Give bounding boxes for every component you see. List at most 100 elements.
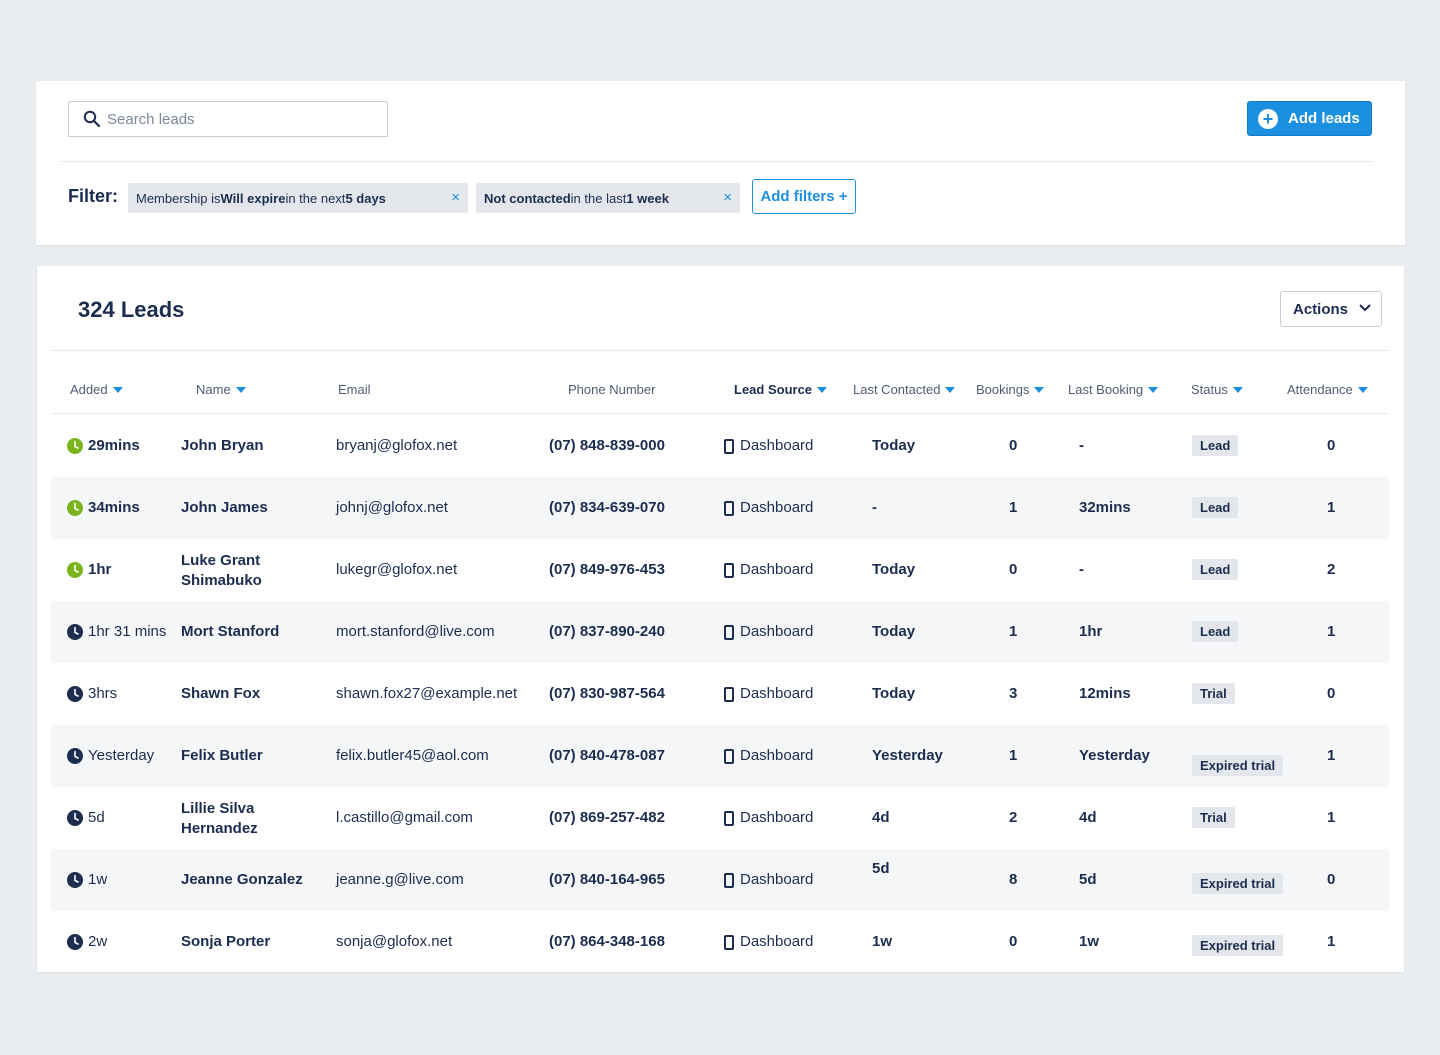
column-added[interactable]: Added (70, 382, 123, 397)
column-attendance[interactable]: Attendance (1287, 382, 1368, 397)
phone-cell: (07) 840-164-965 (549, 871, 665, 888)
remove-filter-icon[interactable]: × (451, 189, 460, 206)
column-lead-source[interactable]: Lead Source (734, 382, 828, 397)
sort-caret-icon (1357, 386, 1368, 393)
remove-filter-icon[interactable]: × (723, 189, 732, 206)
email-cell[interactable]: jeanne.g@live.com (336, 871, 464, 888)
table-row[interactable]: Yesterday Felix Butler felix.butler45@aol.… (51, 725, 1389, 787)
lead-name[interactable]: Jeanne Gonzalez (181, 871, 303, 888)
last-booking-cell: - (1079, 437, 1084, 454)
table-row[interactable]: 34mins John James johnj@glofox.net (07) 834… (51, 477, 1389, 539)
search-input[interactable] (107, 110, 367, 128)
added-cell: 5d (88, 809, 105, 826)
last-contacted-cell: - (872, 499, 877, 516)
email-cell[interactable]: sonja@glofox.net (336, 933, 453, 950)
phone-cell: (07) 864-348-168 (549, 933, 665, 950)
column-status[interactable]: Status (1191, 382, 1243, 397)
search-box[interactable] (68, 101, 388, 137)
email-cell[interactable]: lukegr@glofox.net (336, 561, 458, 578)
status-badge: Trial (1192, 683, 1235, 704)
added-cell: 29mins (88, 437, 140, 454)
column-last-booking[interactable]: Last Booking (1068, 382, 1159, 397)
lead-name[interactable]: John Bryan (181, 437, 264, 454)
email-cell[interactable]: l.castillo@gmail.com (336, 809, 473, 826)
actions-dropdown[interactable]: Actions (1280, 291, 1382, 327)
table-row[interactable]: 3hrs Shawn Fox shawn.fox27@example.net (07)… (51, 663, 1389, 725)
lead-source-cell: Dashboard (740, 747, 814, 764)
lead-name[interactable]: Mort Stanford (181, 623, 280, 640)
column-label: Lead Source (734, 382, 813, 397)
last-contacted-cell: Today (872, 623, 916, 640)
lead-name[interactable]: John James (181, 499, 268, 516)
phone-cell: (07) 837-890-240 (549, 623, 665, 640)
bookings-cell: 0 (1009, 437, 1018, 454)
mobile-device-icon (724, 749, 734, 764)
lead-name[interactable]: Felix Butler (181, 747, 263, 764)
filter-chip-not-contacted[interactable]: Not contacted in the last 1 week × (476, 183, 740, 213)
added-cell: 34mins (88, 499, 140, 516)
email-cell[interactable]: johnj@glofox.net (336, 499, 448, 516)
lead-name[interactable]: Lillie Silva Hernandez (181, 800, 258, 837)
email-cell[interactable]: felix.butler45@aol.com (336, 747, 489, 764)
sort-caret-icon (235, 386, 246, 393)
last-booking-cell: 1w (1079, 933, 1100, 950)
search-icon (83, 110, 101, 128)
bookings-cell: 3 (1009, 685, 1018, 702)
lead-name[interactable]: Sonja Porter (181, 933, 271, 950)
status-badge: Trial (1192, 807, 1235, 828)
chip-text-mid: in the next (285, 190, 346, 206)
table-row[interactable]: 1hr Luke Grant Shimabuko lukegr@glofox.net… (51, 539, 1389, 601)
lead-name[interactable]: Luke Grant Shimabuko (181, 552, 262, 589)
phone-cell: (07) 834-639-070 (549, 499, 665, 516)
bookings-cell: 1 (1009, 747, 1018, 764)
add-filters-button[interactable]: Add filters + (752, 179, 856, 214)
clock-icon (67, 810, 83, 826)
mobile-device-icon (724, 563, 734, 578)
email-cell[interactable]: bryanj@glofox.net (336, 437, 458, 454)
filter-chip-membership[interactable]: Membership is Will expire in the next 5 … (128, 183, 468, 213)
last-booking-cell: 5d (1079, 871, 1097, 888)
added-cell: Yesterday (88, 747, 155, 764)
add-leads-label: Add leads (1288, 110, 1360, 127)
column-label: Phone Number (568, 382, 656, 397)
bookings-cell: 0 (1009, 933, 1018, 950)
add-leads-button[interactable]: + Add leads (1247, 101, 1372, 136)
column-name[interactable]: Name (196, 382, 246, 397)
bookings-cell: 2 (1009, 809, 1018, 826)
added-cell: 3hrs (88, 685, 118, 702)
attendance-cell: 1 (1327, 623, 1336, 640)
phone-cell: (07) 830-987-564 (549, 685, 665, 702)
column-last-contacted[interactable]: Last Contacted (853, 382, 956, 397)
bookings-cell: 8 (1009, 871, 1018, 888)
last-booking-cell: 4d (1079, 809, 1097, 826)
table-row[interactable]: 1hr 31 mins Mort Stanford mort.stanford@li… (51, 601, 1389, 663)
mobile-device-icon (724, 625, 734, 640)
mobile-device-icon (724, 935, 734, 950)
attendance-cell: 1 (1327, 933, 1336, 950)
last-booking-cell: Yesterday (1079, 747, 1150, 764)
status-badge: Lead (1192, 435, 1239, 456)
phone-cell: (07) 869-257-482 (549, 809, 665, 826)
column-bookings[interactable]: Bookings (976, 382, 1045, 397)
attendance-cell: 0 (1327, 437, 1336, 454)
added-cell: 1w (88, 871, 108, 888)
clock-icon (67, 934, 83, 950)
phone-cell: (07) 848-839-000 (549, 437, 665, 454)
column-label: Attendance (1287, 382, 1353, 397)
mobile-device-icon (724, 687, 734, 702)
table-row[interactable]: 2w Sonja Porter sonja@glofox.net (07) 864-3… (51, 911, 1389, 973)
column-label: Last Booking (1068, 382, 1144, 397)
table-row[interactable]: 5d Lillie Silva Hernandez l.castillo@gmail… (51, 787, 1389, 849)
phone-cell: (07) 849-976-453 (549, 561, 665, 578)
last-contacted-cell: Today (872, 685, 916, 702)
email-cell[interactable]: mort.stanford@live.com (336, 623, 495, 640)
last-booking-cell: 32mins (1079, 499, 1131, 516)
status-badge: Lead (1192, 559, 1239, 580)
table-row[interactable]: 29mins John Bryan bryanj@glofox.net (07) 84… (51, 415, 1389, 477)
lead-name[interactable]: Shawn Fox (181, 685, 261, 702)
mobile-device-icon (724, 873, 734, 888)
column-label: Name (196, 382, 231, 397)
email-cell[interactable]: shawn.fox27@example.net (336, 685, 518, 702)
table-row[interactable]: 1w Jeanne Gonzalez jeanne.g@live.com (07) 8… (51, 849, 1389, 911)
clock-icon (67, 624, 83, 640)
